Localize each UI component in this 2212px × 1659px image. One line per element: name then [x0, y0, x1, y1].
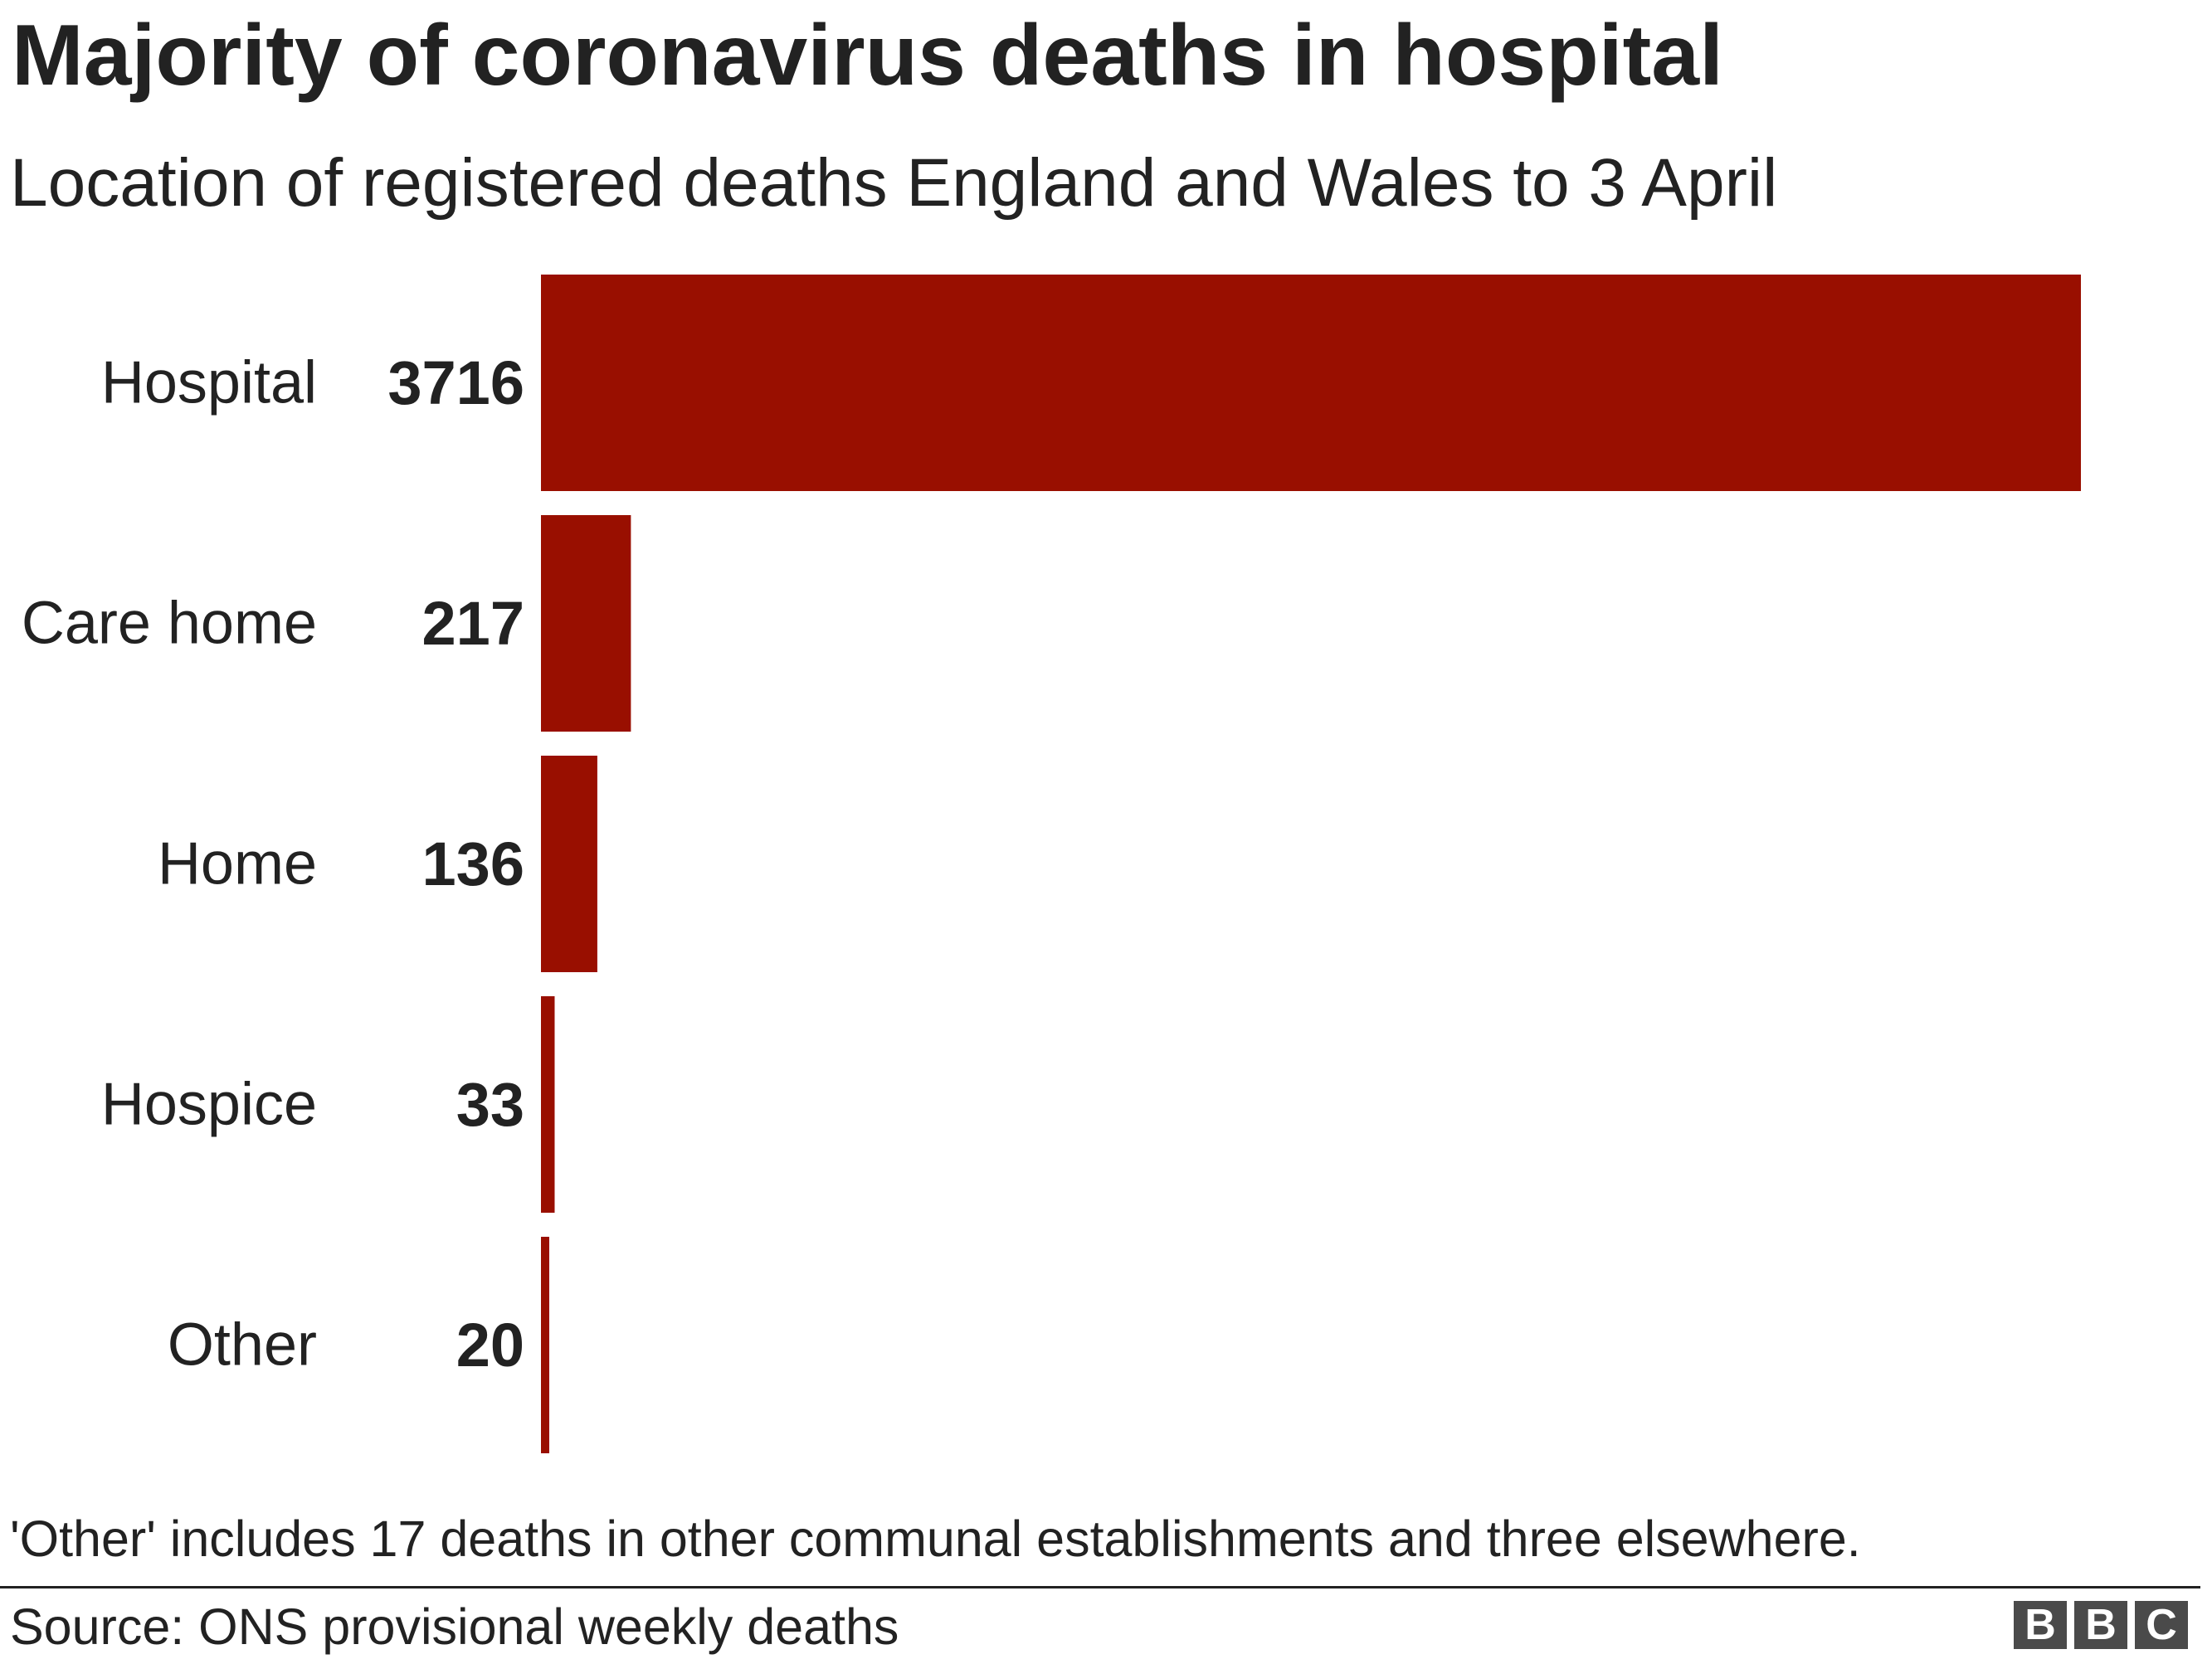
bar-chart: Hospital 3716 Care home 217 Home 136 Hospice 33…	[22, 275, 2081, 1453]
bar	[541, 996, 555, 1213]
bbc-logo-letter: B	[2014, 1601, 2067, 1649]
bbc-logo-letter: B	[2074, 1601, 2127, 1649]
value-label: 33	[456, 1070, 524, 1139]
bbc-logo: B B C	[2014, 1601, 2188, 1649]
chart-subtitle: Location of registered deaths England an…	[10, 145, 1778, 221]
bar	[541, 515, 631, 732]
bar	[541, 756, 597, 972]
value-label: 136	[422, 830, 524, 898]
category-label: Hospice	[101, 1072, 317, 1138]
bbc-logo-letter: C	[2135, 1601, 2188, 1649]
source-line: Source: ONS provisional weekly deaths	[10, 1598, 899, 1655]
footer-divider	[0, 1586, 2200, 1588]
chart-title: Majority of coronavirus deaths in hospit…	[12, 7, 1723, 104]
value-label: 3716	[387, 348, 524, 417]
value-label: 20	[456, 1311, 524, 1379]
value-label: 217	[422, 589, 524, 658]
category-label: Other	[168, 1312, 317, 1379]
category-label: Care home	[22, 591, 317, 657]
category-label: Home	[158, 831, 317, 898]
bar	[541, 1237, 549, 1453]
bar	[541, 275, 2081, 491]
category-label: Hospital	[101, 350, 317, 416]
footnote: 'Other' includes 17 deaths in other comm…	[10, 1511, 1861, 1567]
